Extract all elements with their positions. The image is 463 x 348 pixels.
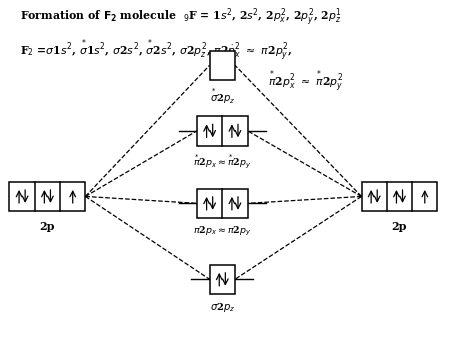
- Text: $\sigma$2$p_z$: $\sigma$2$p_z$: [210, 301, 235, 314]
- Bar: [210, 264, 235, 294]
- Text: $\overset{*}{\pi}$2$p_x$$\approx$$\overset{*}{\pi}$2$p_y$: $\overset{*}{\pi}$2$p_x$$\approx$$\overs…: [193, 152, 251, 171]
- Text: $\overset{*}{\pi}$2$p_x^{2}$ $\approx$ $\overset{*}{\pi}$2$p_y^{2}$: $\overset{*}{\pi}$2$p_x^{2}$ $\approx$ $…: [269, 69, 344, 95]
- Bar: [197, 116, 248, 145]
- Text: F$_{2}$ =$\sigma$1$s^{2}$, $\overset{*}{\sigma}$1$s^{2}$, $\sigma$2$s^{2}$, $\ov: F$_{2}$ =$\sigma$1$s^{2}$, $\overset{*}{…: [20, 38, 292, 64]
- Text: Formation of $\mathbf{F_2}$ molecule  $_{9}$F = 1$s^{2}$, 2$s^{2}$, 2$p_x^{2}$, : Formation of $\mathbf{F_2}$ molecule $_{…: [20, 7, 342, 29]
- Bar: [9, 182, 85, 211]
- Bar: [197, 189, 248, 218]
- Text: 2p: 2p: [40, 221, 55, 232]
- Text: 2p: 2p: [392, 221, 407, 232]
- Bar: [362, 182, 438, 211]
- Text: $\pi$2$p_x$$\approx$$\pi$2$p_y$: $\pi$2$p_x$$\approx$$\pi$2$p_y$: [193, 225, 251, 238]
- Text: $\overset{*}{\sigma}$2$p_z$: $\overset{*}{\sigma}$2$p_z$: [210, 87, 235, 106]
- Bar: [210, 50, 235, 80]
